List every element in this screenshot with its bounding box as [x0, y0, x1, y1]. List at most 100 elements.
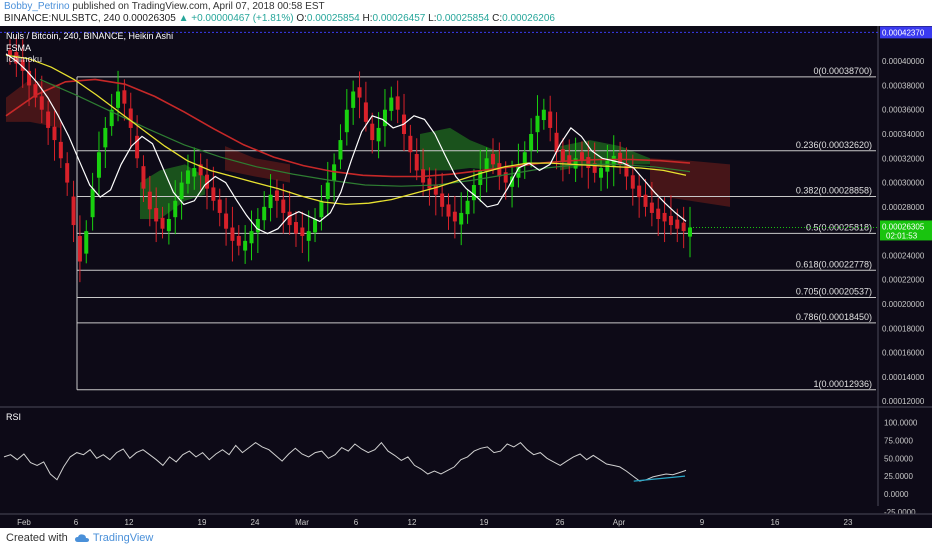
- price-axis-label: 0.00040000: [882, 57, 925, 66]
- time-axis-label: 26: [556, 518, 565, 527]
- candle-body: [198, 164, 203, 176]
- candle-body: [274, 190, 279, 201]
- tradingview-logo-text[interactable]: TradingView: [92, 532, 154, 544]
- candle-body: [662, 212, 667, 222]
- candle-body: [465, 200, 470, 215]
- candle-body: [179, 182, 184, 199]
- candle-body: [243, 240, 248, 251]
- created-with-label: Created with: [6, 532, 68, 544]
- ichimoku-cloud-bearish: [225, 146, 290, 183]
- close-value: 0.00026206: [502, 13, 555, 24]
- candle-body: [395, 96, 400, 110]
- candle-body: [522, 152, 527, 166]
- fib-level-label: 0.382(0.00028858): [796, 185, 872, 195]
- low-value: 0.00025854: [436, 13, 490, 24]
- top-price-badge-label: 0.00042370: [882, 28, 925, 37]
- symbol-line: BINANCE:NULSBTC, 240 0.00026305 ▲ +0.000…: [4, 13, 555, 24]
- candle-body: [185, 170, 190, 184]
- candle-body: [20, 59, 25, 71]
- time-axis-label: 24: [251, 518, 260, 527]
- candle-body: [510, 176, 515, 187]
- candle-body: [65, 163, 70, 183]
- candle-body: [548, 111, 553, 128]
- fib-level-label: 0.5(0.00025818): [806, 222, 872, 232]
- candle-body: [681, 222, 686, 232]
- rsi-pane: RSI 100.0000 75.0000 50.0000 25.0000 0.0000 -2…: [3, 412, 918, 517]
- candle-body: [84, 231, 89, 254]
- candle-body: [649, 202, 654, 213]
- candle-body: [293, 222, 298, 234]
- fib-level-label: 0(0.00038700): [813, 66, 872, 76]
- candle-body: [599, 168, 604, 178]
- candle-body: [433, 184, 438, 195]
- chart-area[interactable]: 0.00042370 0.00040000 0.00038000 0.00036000…: [0, 26, 932, 528]
- candle-body: [440, 193, 445, 207]
- price-axis-bg: [878, 26, 932, 506]
- price-axis-label: 0.00016000: [882, 349, 925, 358]
- sma-white-line: [5, 53, 687, 235]
- footer-bar: Created with TradingView: [0, 528, 932, 550]
- candle-body: [363, 102, 368, 122]
- candle-body: [300, 227, 305, 236]
- chart-canvas[interactable]: 0.00042370 0.00040000 0.00038000 0.00036000…: [0, 26, 932, 528]
- created-with: Created with TradingView: [6, 532, 153, 544]
- price-axis-label: 0.00022000: [882, 276, 925, 285]
- candle-body: [128, 108, 133, 128]
- chart-title: Nuls / Bitcoin, 240, BINANCE, Heikin Ash…: [6, 31, 173, 41]
- time-axis-label: Mar: [295, 518, 309, 527]
- candle-body: [96, 152, 101, 178]
- candle-body: [535, 115, 540, 133]
- time-axis[interactable]: Feb 6 12 19 24 Mar 6 12 19 26 Apr 9 16 23: [0, 513, 932, 528]
- rsi-axis-label: -25.0000: [884, 508, 916, 517]
- candle-body: [554, 132, 559, 153]
- time-axis-label: 23: [844, 518, 853, 527]
- open-value: 0.00025854: [306, 13, 360, 24]
- candle-body: [8, 50, 12, 56]
- candle-body: [58, 141, 63, 159]
- author-link[interactable]: Bobby_Petrino: [4, 1, 70, 12]
- candle-body: [33, 84, 38, 98]
- candle-body: [630, 175, 635, 189]
- candle-body: [103, 127, 108, 148]
- header-bar: Bobby_Petrino published on TradingView.c…: [0, 0, 932, 26]
- rsi-axis-label: 0.0000: [884, 490, 909, 499]
- price-axis-label: 0.00032000: [882, 154, 925, 163]
- ichimoku-cloud-bullish: [560, 140, 650, 171]
- time-axis-bg: [0, 514, 932, 528]
- candle-body: [71, 196, 76, 226]
- sma-red-line: [5, 78, 691, 178]
- rsi-axis-label: 50.0000: [884, 454, 913, 463]
- candle-body: [116, 91, 121, 108]
- candle-body: [656, 208, 661, 219]
- time-axis-label: Apr: [613, 518, 626, 527]
- candle-body: [287, 211, 292, 226]
- candle-body: [382, 109, 387, 127]
- time-axis-label: Feb: [17, 518, 31, 527]
- candle-body: [484, 158, 489, 172]
- candle-body: [497, 163, 502, 177]
- candle-body: [192, 168, 197, 177]
- time-axis-label: 12: [408, 518, 417, 527]
- candle-body: [618, 152, 623, 165]
- candle-body: [249, 231, 254, 244]
- candle-body: [122, 90, 127, 104]
- candle-body: [503, 172, 508, 183]
- rsi-axis-label: 75.0000: [884, 436, 913, 445]
- price-axis-label: 0.00014000: [882, 373, 925, 382]
- candle-body: [268, 194, 273, 209]
- candle-body: [338, 140, 343, 160]
- price-axis-label: 0.00030000: [882, 179, 925, 188]
- sma-yellow-line: [5, 54, 687, 206]
- time-axis-label: 9: [700, 518, 705, 527]
- candle-body: [332, 164, 337, 181]
- candle-body: [414, 154, 419, 171]
- time-axis-label: 19: [480, 518, 489, 527]
- candle-body: [46, 111, 51, 128]
- time-axis-label: 6: [74, 518, 79, 527]
- candle-body: [77, 236, 82, 262]
- candle-body: [205, 174, 210, 189]
- ichimoku-cloud-bearish: [650, 158, 730, 207]
- candle-body: [516, 164, 521, 178]
- fib-level-label: 1(0.00012936): [813, 379, 872, 389]
- candle-body: [262, 206, 267, 221]
